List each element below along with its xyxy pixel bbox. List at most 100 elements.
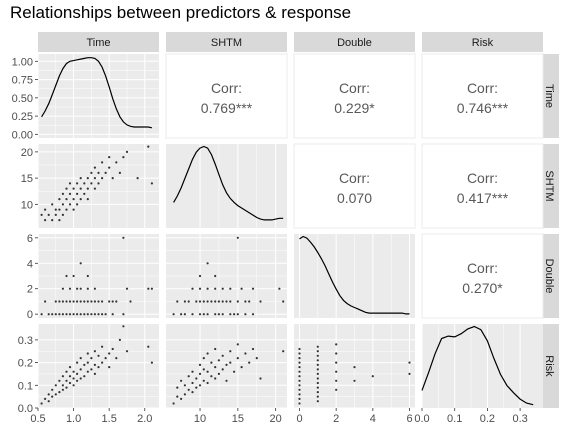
density-curve-time: [41, 57, 153, 129]
scatter-point: [76, 300, 79, 303]
scatter-point: [101, 177, 104, 180]
scatter-point: [115, 300, 118, 303]
scatter-point: [298, 375, 301, 378]
scatter-point: [298, 366, 301, 369]
scatter-point: [251, 347, 255, 351]
x-tick-label: 0.0: [414, 413, 429, 425]
corr-value: 0.746***: [457, 100, 509, 116]
row-strip-label-time: Time: [543, 84, 555, 108]
scatter-point: [129, 300, 132, 303]
scatter-point: [79, 357, 82, 360]
scatter-point: [176, 395, 179, 398]
x-tick-label: 4: [370, 413, 376, 425]
scatter-point: [198, 300, 202, 303]
scatter-point: [180, 397, 183, 400]
scatter-point: [248, 300, 251, 303]
scatter-point: [202, 379, 205, 382]
scatter-point: [217, 372, 220, 375]
scatter-point: [86, 313, 89, 316]
scatter-point: [72, 300, 75, 303]
density-curve-double: [299, 235, 410, 315]
scatter-point: [65, 300, 68, 303]
y-tick-label: 0.2: [18, 358, 33, 370]
scatter-point: [198, 287, 202, 290]
scatter-point: [214, 300, 217, 303]
scatter-point: [183, 393, 186, 396]
scatter-point: [68, 375, 72, 378]
column-strip-double: [294, 32, 415, 52]
scatter-point: [68, 287, 72, 290]
x-tick-label: 20: [270, 413, 282, 425]
scatter-point: [147, 345, 150, 348]
scatter-point: [248, 361, 251, 364]
scatter-point: [191, 313, 194, 316]
scatter-point: [47, 400, 50, 403]
scatter-point: [122, 156, 125, 159]
scatter-point: [408, 361, 411, 364]
scatter-point: [198, 313, 202, 316]
scatter-point: [298, 384, 301, 387]
scatter-point: [298, 347, 301, 351]
scatter-point: [206, 370, 209, 373]
scatter-point: [202, 300, 205, 303]
x-tick-label: 6: [406, 413, 412, 425]
scatter-point: [108, 366, 111, 369]
scatter-point: [316, 368, 319, 371]
x-tick-label: 0: [296, 413, 302, 425]
scatter-point: [316, 359, 319, 362]
column-strip-label-risk: Risk: [472, 37, 494, 49]
scatter-point: [44, 397, 47, 400]
scatter-point: [51, 219, 54, 222]
scatter-point: [316, 381, 319, 385]
scatter-point: [111, 300, 114, 303]
scatter-point: [72, 198, 75, 201]
y-tick-label: 20: [21, 147, 33, 159]
x-tick-label: 10: [194, 413, 206, 425]
scatter-point: [191, 391, 194, 394]
scatter-point: [236, 343, 239, 346]
column-strip-label-double: Double: [337, 37, 372, 49]
scatter-point: [51, 395, 54, 398]
scatter-point: [115, 161, 118, 164]
scatter-point: [316, 350, 319, 353]
scatter-point: [191, 370, 194, 373]
scatter-point: [229, 313, 232, 316]
scatter-point: [195, 386, 198, 389]
scatter-point: [198, 274, 202, 278]
scatter-point: [86, 370, 89, 373]
scatter-point: [101, 161, 104, 164]
scatter-point: [104, 171, 107, 174]
scatter-point: [68, 182, 72, 185]
scatter-point: [58, 219, 61, 222]
scatter-point: [217, 300, 220, 303]
scatter-point: [93, 372, 96, 375]
scatter-point: [122, 325, 125, 328]
corr-value: 0.769***: [201, 100, 253, 116]
scatter-point: [54, 313, 57, 316]
scatter-point: [108, 156, 111, 159]
scatter-point: [125, 150, 129, 153]
scatter-point: [198, 363, 202, 366]
scatter-point: [93, 350, 96, 353]
scatter-point: [68, 192, 72, 195]
scatter-point: [58, 391, 61, 394]
scatter-point: [47, 313, 50, 316]
scatter-point: [76, 379, 79, 382]
scatter-point: [316, 363, 319, 366]
scatter-point: [86, 198, 89, 201]
scatter-point: [251, 287, 255, 290]
scatter-point: [214, 274, 217, 278]
scatter-point: [214, 287, 217, 290]
scatter-point: [195, 377, 198, 380]
scatter-point: [298, 357, 301, 360]
scatter-point: [150, 361, 153, 364]
scatter-point: [282, 300, 285, 303]
corr-label: Corr:: [211, 80, 242, 96]
row-strip-shtm: [541, 144, 559, 228]
scatter-point: [79, 198, 82, 201]
scatter-point: [176, 300, 179, 303]
x-tick-label: 0.5: [30, 413, 45, 425]
scatter-point: [210, 300, 213, 303]
x-tick-label: 0.2: [480, 413, 495, 425]
